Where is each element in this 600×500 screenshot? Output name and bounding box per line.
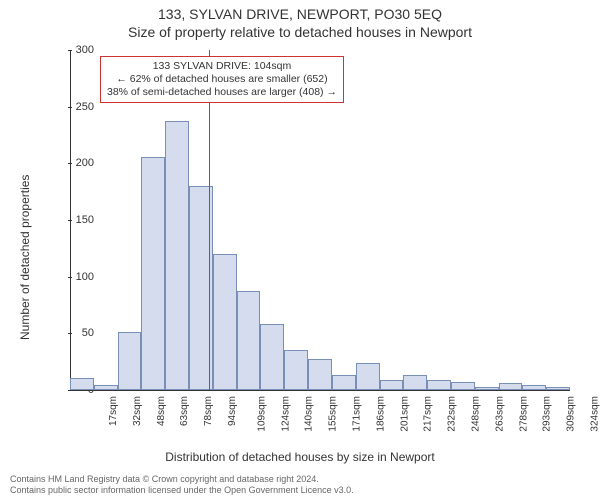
histogram-bar	[94, 385, 118, 390]
y-tick-label: 250	[76, 101, 94, 113]
x-tick-label: 140sqm	[304, 396, 315, 432]
y-tick-label: 50	[82, 327, 94, 339]
x-tick-label: 124sqm	[280, 396, 291, 432]
y-tick-label: 100	[76, 271, 94, 283]
histogram-bar	[165, 121, 189, 390]
footer-line2: Contains public sector information licen…	[10, 485, 354, 496]
histogram-bar	[237, 291, 261, 390]
x-tick-label: 94sqm	[227, 396, 238, 426]
x-tick-label: 263sqm	[494, 396, 505, 432]
footer-line1: Contains HM Land Registry data © Crown c…	[10, 474, 354, 485]
x-tick-label: 217sqm	[423, 396, 434, 432]
annotation-line2: ← 62% of detached houses are smaller (65…	[107, 73, 337, 86]
histogram-bar	[451, 382, 475, 390]
histogram-bar	[380, 380, 404, 390]
histogram-bar	[427, 380, 451, 390]
annotation-box: 133 SYLVAN DRIVE: 104sqm← 62% of detache…	[100, 56, 344, 103]
histogram-bar	[141, 157, 165, 390]
y-tick-mark	[68, 107, 72, 108]
x-tick-label: 278sqm	[518, 396, 529, 432]
x-tick-label: 48sqm	[156, 396, 167, 426]
x-tick-label: 63sqm	[179, 396, 190, 426]
x-axis-line	[70, 390, 570, 391]
y-tick-mark	[68, 220, 72, 221]
histogram-bar	[475, 387, 499, 390]
x-tick-label: 186sqm	[375, 396, 386, 432]
x-tick-label: 109sqm	[256, 396, 267, 432]
histogram-bar	[499, 383, 523, 390]
histogram-bar	[260, 324, 284, 390]
histogram-bar	[70, 378, 94, 390]
y-tick-label: 150	[76, 214, 94, 226]
x-tick-label: 78sqm	[203, 396, 214, 426]
annotation-line1: 133 SYLVAN DRIVE: 104sqm	[107, 60, 337, 73]
y-tick-mark	[68, 333, 72, 334]
histogram-bar	[118, 332, 142, 390]
histogram-bar	[308, 359, 332, 390]
y-tick-mark	[68, 163, 72, 164]
x-axis-label: Distribution of detached houses by size …	[0, 450, 600, 464]
x-tick-label: 201sqm	[399, 396, 410, 432]
x-tick-label: 32sqm	[132, 396, 143, 426]
histogram-bar	[403, 375, 427, 390]
histogram-bar	[332, 375, 356, 390]
x-tick-label: 171sqm	[352, 396, 363, 432]
histogram-bar	[213, 254, 237, 390]
y-tick-mark	[68, 277, 72, 278]
y-tick-mark	[68, 390, 72, 391]
histogram-bar	[546, 387, 570, 390]
title-address: 133, SYLVAN DRIVE, NEWPORT, PO30 5EQ	[0, 0, 600, 22]
x-tick-label: 17sqm	[108, 396, 119, 426]
x-tick-label: 155sqm	[328, 396, 339, 432]
x-tick-label: 309sqm	[566, 396, 577, 432]
x-tick-label: 248sqm	[471, 396, 482, 432]
x-tick-label: 324sqm	[590, 396, 600, 432]
y-tick-label: 300	[76, 44, 94, 56]
title-description: Size of property relative to detached ho…	[0, 22, 600, 40]
y-axis-label: Number of detached properties	[18, 175, 32, 340]
chart-container: 133, SYLVAN DRIVE, NEWPORT, PO30 5EQ Siz…	[0, 0, 600, 500]
histogram-bar	[522, 385, 546, 390]
y-tick-mark	[68, 50, 72, 51]
footer-attribution: Contains HM Land Registry data © Crown c…	[10, 474, 354, 496]
x-tick-label: 293sqm	[542, 396, 553, 432]
y-tick-label: 200	[76, 157, 94, 169]
histogram-bar	[356, 363, 380, 390]
x-tick-label: 232sqm	[447, 396, 458, 432]
histogram-bar	[284, 350, 308, 390]
annotation-line3: 38% of semi-detached houses are larger (…	[107, 86, 337, 99]
